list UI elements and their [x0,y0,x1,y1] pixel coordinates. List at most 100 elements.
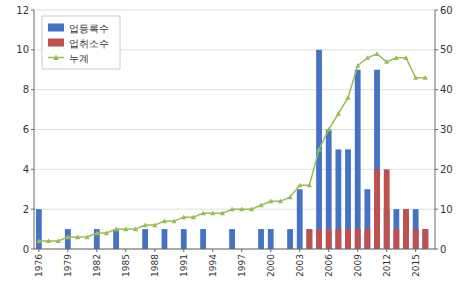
y-axis [34,10,35,249]
legend-label: 업등록수 [69,23,109,34]
y2-tick-label: 60 [440,5,453,16]
bar [268,229,274,249]
x-tick-label: 1994 [208,254,218,277]
legend-box [42,16,120,69]
line [39,54,426,241]
bar [316,229,322,249]
x-tick-label: 2003 [295,254,305,277]
bar [422,229,428,249]
bar [306,229,312,249]
marker [316,147,321,152]
bar [306,229,312,249]
bar [335,229,341,249]
bar [326,229,332,249]
y2-tick-label: 30 [440,124,453,135]
legend: 업등록수업취소수누계 [42,16,120,69]
y2-tick-label: 40 [440,84,453,95]
x-tick-label: 2006 [324,254,334,277]
marker [287,195,292,200]
x-tick-label: 2009 [353,254,363,277]
bar [355,70,361,249]
bar [258,229,264,249]
marker [326,127,331,132]
legend-swatch [48,39,64,47]
x-tick-label: 1988 [150,254,160,277]
marker [162,219,167,224]
marker [200,211,205,216]
bar [142,229,148,249]
x-tick-label: 2012 [382,254,392,277]
marker [181,215,186,220]
bar [335,149,341,249]
y-tick-label: 2 [23,204,29,215]
bar [403,209,409,249]
y2-tick-label: 50 [440,44,453,55]
bar [413,209,419,249]
marker [36,238,41,243]
marker [384,59,389,64]
marker [143,223,148,228]
bar [36,209,42,249]
marker [239,207,244,212]
bar [364,229,370,249]
plot-area [36,50,428,249]
marker [210,211,215,216]
marker [133,226,138,231]
chart: 0246810120102030405060197619791982198519… [0,0,469,285]
y-tick-label: 12 [16,5,29,16]
bar [384,169,390,249]
y2-tick-label: 0 [440,244,446,255]
y2-axis [435,10,436,249]
bar [413,229,419,249]
bar [94,229,100,249]
marker [268,199,273,204]
bar [374,70,380,249]
marker [114,226,119,231]
grid-line [34,10,435,11]
marker [46,238,51,243]
bar [181,229,187,249]
y-tick-label: 6 [23,124,29,135]
bar [316,50,322,249]
bar [374,169,380,249]
bar [393,209,399,249]
bar [65,229,71,249]
bar [287,229,293,249]
marker [56,238,61,243]
marker [365,55,370,60]
marker [413,75,418,80]
bar [113,229,119,249]
marker [220,211,225,216]
bar [355,229,361,249]
x-tick-label: 1985 [121,254,131,277]
x-tick-label: 1997 [237,254,247,277]
marker [172,219,177,224]
marker [336,111,341,116]
legend-swatch [48,24,64,32]
bar [326,130,332,250]
grid-line [34,249,435,250]
marker [104,230,109,235]
bar [229,229,235,249]
x-tick-label: 1991 [179,254,189,277]
marker [85,234,90,239]
y2-tick-label: 20 [440,164,453,175]
marker [374,51,379,56]
y-tick-label: 8 [23,84,29,95]
x-tick-label: 1976 [34,254,44,277]
x-axis [34,249,435,250]
x-tick-label: 1982 [92,254,102,277]
marker [65,234,70,239]
y-tick-label: 4 [23,164,29,175]
bar [345,149,351,249]
y-tick-label: 10 [16,44,29,55]
marker [249,207,254,212]
legend-label: 누계 [69,53,89,64]
marker [75,234,80,239]
x-tick-label: 2015 [411,254,421,277]
marker [229,207,234,212]
y-tick-label: 0 [23,244,29,255]
bar [345,229,351,249]
marker [307,183,312,188]
marker [355,63,360,68]
